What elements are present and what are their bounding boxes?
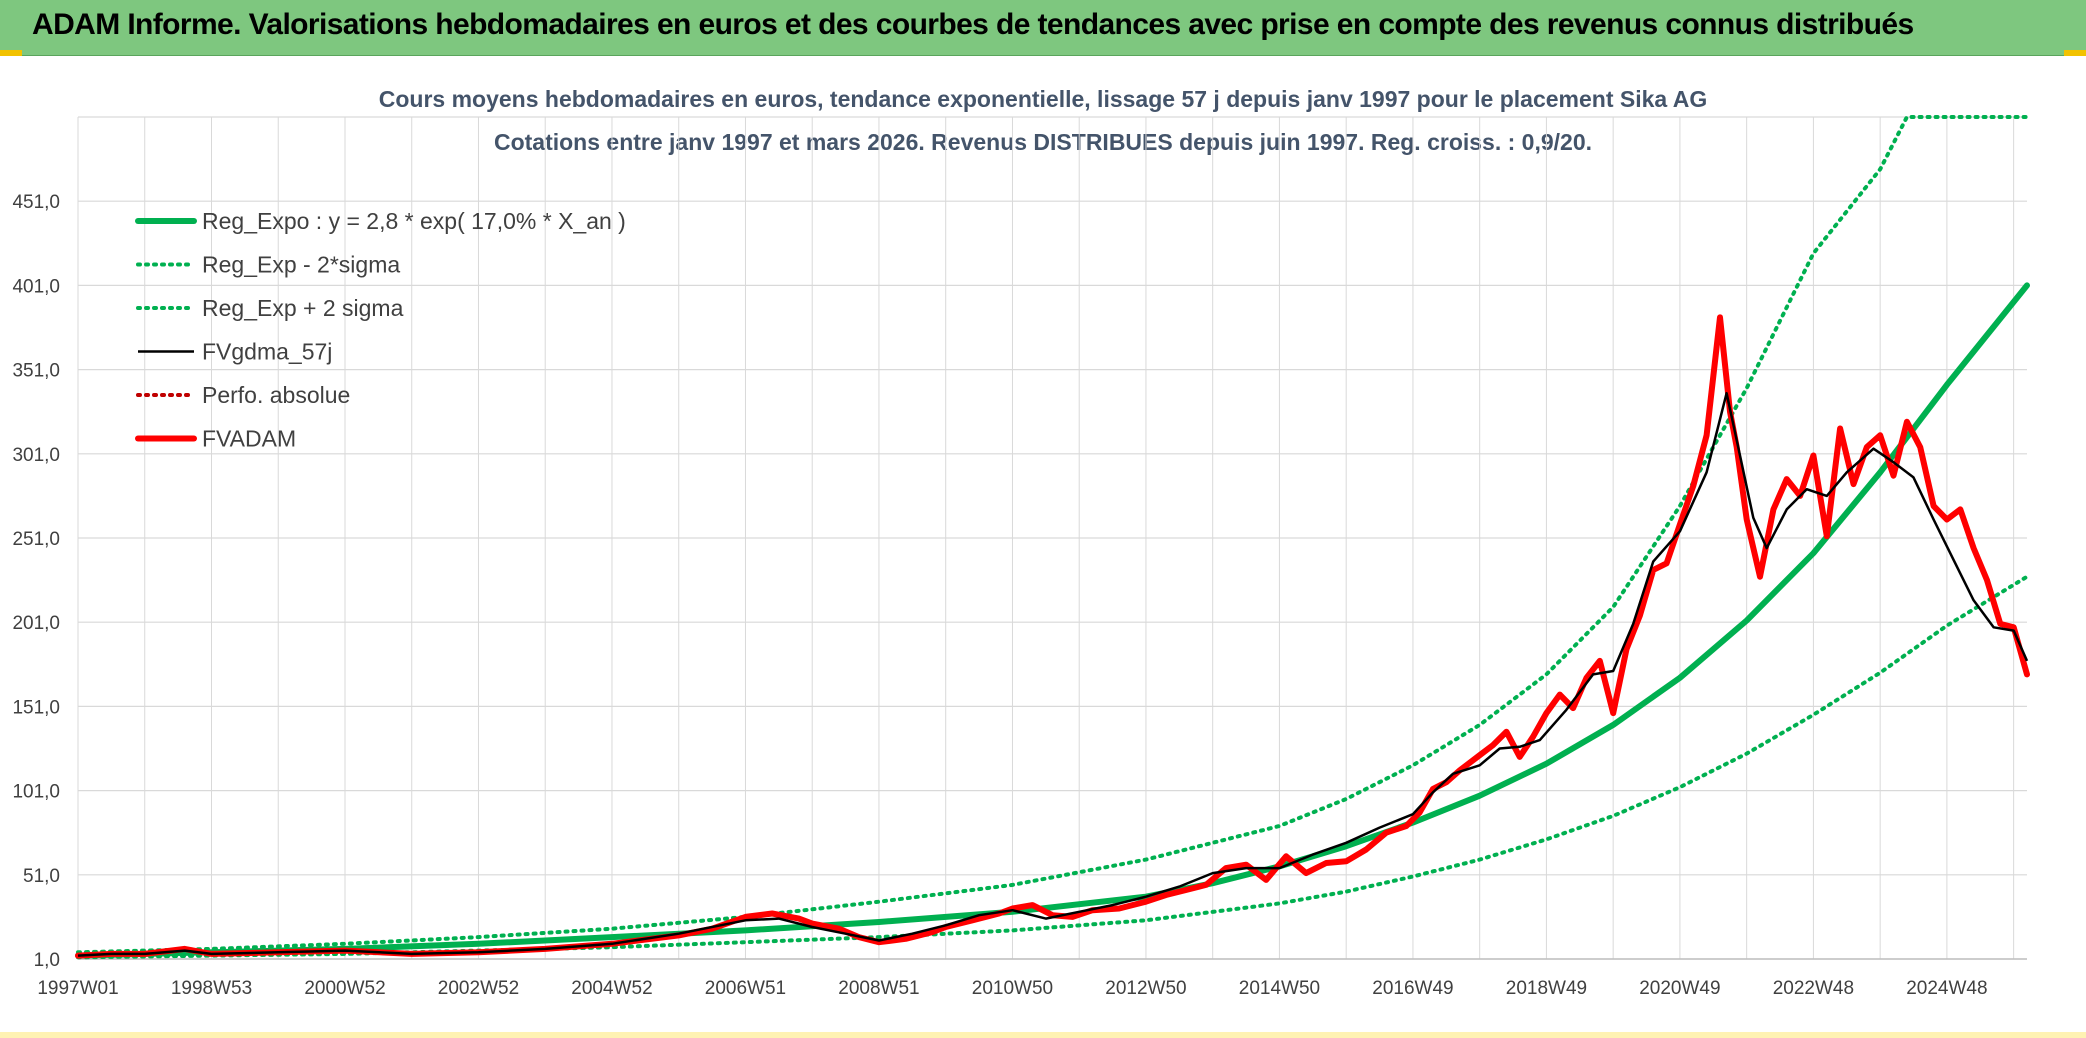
x-tick-label: 2012W50 [1105, 978, 1186, 999]
legend-label: Reg_Exp + 2 sigma [202, 295, 404, 321]
bottom-rule [0, 1032, 2086, 1038]
x-tick-label: 1998W53 [171, 978, 252, 999]
series-line-fvgdma-57j [77, 391, 2029, 957]
y-tick-label: 451,0 [12, 192, 60, 213]
legend-label: Reg_Expo : y = 2,8 * exp( 17,0% * X_an ) [202, 208, 626, 234]
legend-label: FVgdma_57j [202, 339, 332, 365]
x-tick-label: 2002W52 [438, 978, 519, 999]
x-tick-label: 2000W52 [304, 978, 385, 999]
series-line-reg-expo-y-2-8-exp-17-0-x-an [75, 282, 2030, 959]
y-tick-label: 351,0 [12, 361, 60, 382]
y-tick-label: 251,0 [12, 529, 60, 550]
y-tick-label: 301,0 [12, 445, 60, 466]
x-tick-label: 2006W51 [705, 978, 786, 999]
report-banner: ADAM Informe. Valorisations hebdomadaire… [0, 0, 2086, 56]
x-tick-label: 1997W01 [37, 978, 118, 999]
x-tick-label: 2014W50 [1239, 978, 1320, 999]
x-tick-label: 2016W49 [1372, 978, 1453, 999]
chart-background [0, 56, 2086, 1032]
y-tick-label: 101,0 [12, 782, 60, 803]
banner-corner-right [2064, 50, 2086, 56]
x-tick-label: 2018W49 [1506, 978, 1587, 999]
y-tick-label: 401,0 [12, 276, 60, 297]
report-title: ADAM Informe. Valorisations hebdomadaire… [32, 8, 1914, 41]
y-tick-label: 1,0 [34, 950, 60, 971]
series-group [75, 115, 2030, 960]
y-tick-label: 201,0 [12, 613, 60, 634]
legend-label: FVADAM [202, 426, 296, 452]
x-tick-label: 2022W48 [1773, 978, 1854, 999]
legend-label: Reg_Exp - 2*sigma [202, 252, 400, 278]
series-line-reg-exp-2-sigma [76, 574, 2029, 960]
chart-legend: Reg_Expo : y = 2,8 * exp( 17,0% * X_an )… [135, 208, 626, 452]
series-line-reg-exp-2-sigma [76, 115, 2029, 955]
x-tick-label: 2008W51 [838, 978, 919, 999]
y-tick-label: 151,0 [12, 697, 60, 718]
y-tick-label: 51,0 [23, 866, 60, 887]
chart-title: Cours moyens hebdomadaires en euros, ten… [379, 86, 1708, 112]
x-tick-label: 2024W48 [1906, 978, 1987, 999]
x-tick-label: 2020W49 [1639, 978, 1720, 999]
y-axis-ticks: 1,0 51,0 101,0 151,0 201,0 251,0 301,0 351,0 401… [12, 192, 60, 971]
x-tick-label: 2010W50 [972, 978, 1053, 999]
chart-subtitle: Cotations entre janv 1997 et mars 2026. … [494, 129, 1592, 155]
x-axis-ticks: 1997W01 1998W53 2000W52 2002W52 2004W52 2006W… [37, 978, 1987, 999]
legend-label: Perfo. absolue [202, 382, 350, 408]
x-tick-label: 2004W52 [571, 978, 652, 999]
banner-corner-left [0, 50, 22, 56]
grid-lines [77, 116, 2027, 960]
